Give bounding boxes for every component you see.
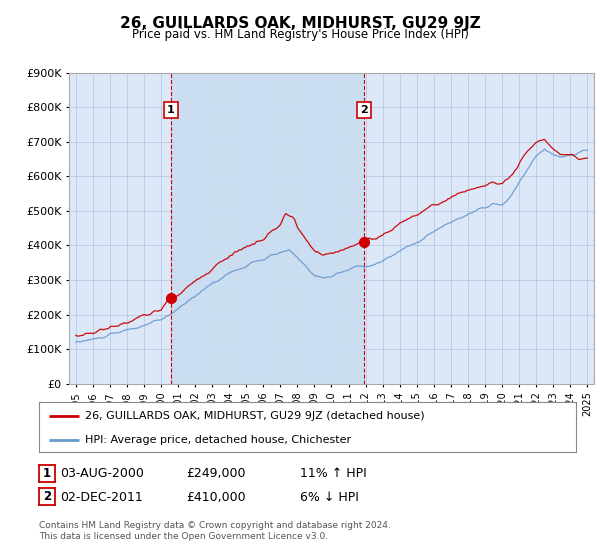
Bar (171, 73, 364, 384)
Text: 11% ↑ HPI: 11% ↑ HPI (300, 467, 367, 480)
Text: HPI: Average price, detached house, Chichester: HPI: Average price, detached house, Chic… (85, 435, 351, 445)
Text: 6% ↓ HPI: 6% ↓ HPI (300, 491, 359, 504)
Text: 1: 1 (167, 105, 175, 115)
Text: Contains HM Land Registry data © Crown copyright and database right 2024.: Contains HM Land Registry data © Crown c… (39, 521, 391, 530)
Text: £410,000: £410,000 (186, 491, 245, 504)
Text: £249,000: £249,000 (186, 467, 245, 480)
Text: This data is licensed under the Open Government Licence v3.0.: This data is licensed under the Open Gov… (39, 532, 328, 541)
Text: 02-DEC-2011: 02-DEC-2011 (60, 491, 143, 504)
Text: 26, GUILLARDS OAK, MIDHURST, GU29 9JZ: 26, GUILLARDS OAK, MIDHURST, GU29 9JZ (119, 16, 481, 31)
Text: 03-AUG-2000: 03-AUG-2000 (60, 467, 144, 480)
Text: 2: 2 (43, 490, 51, 503)
Text: 2: 2 (361, 105, 368, 115)
Text: Price paid vs. HM Land Registry's House Price Index (HPI): Price paid vs. HM Land Registry's House … (131, 28, 469, 41)
Text: 26, GUILLARDS OAK, MIDHURST, GU29 9JZ (detached house): 26, GUILLARDS OAK, MIDHURST, GU29 9JZ (d… (85, 411, 424, 421)
Text: 1: 1 (43, 466, 51, 480)
